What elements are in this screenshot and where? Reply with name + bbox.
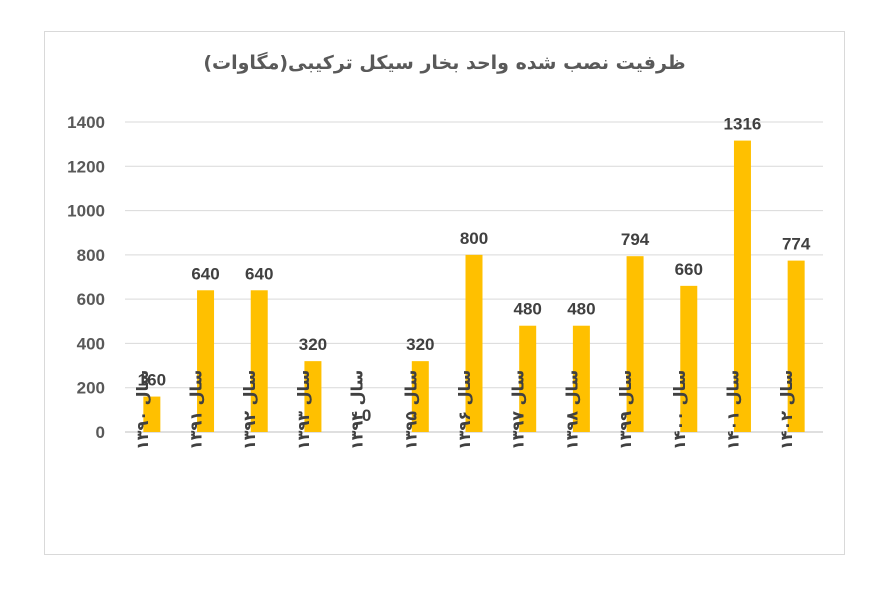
bar <box>572 325 590 432</box>
bar <box>304 361 322 432</box>
data-label: 640 <box>245 264 273 283</box>
x-tick-label: سال ۱۳۹۵ <box>401 370 420 450</box>
bar <box>519 325 537 432</box>
x-tick-label: سال ۱۴۰۱ <box>723 370 742 450</box>
bar <box>787 260 805 432</box>
data-label: 160 <box>138 371 166 390</box>
x-tick-label: سال ۱۳۹۳ <box>294 370 313 450</box>
data-label: 480 <box>567 300 595 319</box>
x-tick-label: سال ۱۳۹۰ <box>133 370 152 450</box>
data-label: 794 <box>621 230 650 249</box>
data-label: 480 <box>514 300 542 319</box>
x-tick-label: سال ۱۴۰۲ <box>777 370 796 450</box>
data-label: 1316 <box>724 115 762 134</box>
data-label: 320 <box>406 335 434 354</box>
data-label: 0 <box>362 406 371 425</box>
bar <box>626 256 644 432</box>
y-tick-label: 400 <box>77 334 105 353</box>
y-tick-label: 800 <box>77 246 105 265</box>
bar <box>250 290 268 432</box>
x-tick-label: سال ۱۳۹۶ <box>455 370 474 450</box>
data-label: 800 <box>460 229 488 248</box>
y-tick-label: 1000 <box>67 202 105 221</box>
x-tick-label: سال ۱۴۰۰ <box>670 370 689 450</box>
y-tick-label: 0 <box>96 423 105 442</box>
x-tick-label: سال ۱۳۹۱ <box>187 370 206 450</box>
data-label: 774 <box>782 235 811 254</box>
data-label: 320 <box>299 335 327 354</box>
bar <box>465 254 483 432</box>
y-tick-label: 200 <box>77 379 105 398</box>
bar <box>143 396 161 432</box>
x-tick-label: سال ۱۳۹۴ <box>348 370 367 450</box>
data-label: 660 <box>675 260 703 279</box>
x-tick-label: سال ۱۳۹۷ <box>509 370 528 450</box>
bar <box>411 361 429 432</box>
y-tick-label: 1400 <box>67 113 105 132</box>
bar <box>197 290 215 432</box>
y-tick-label: 1200 <box>67 157 105 176</box>
bar <box>733 140 751 432</box>
chart-title: ظرفیت نصب شده واحد بخار سیکل ترکیبی(مگاو… <box>203 52 686 74</box>
x-tick-label: سال ۱۳۹۹ <box>616 370 635 450</box>
x-tick-label: سال ۱۳۹۸ <box>562 370 581 450</box>
data-label: 640 <box>191 264 219 283</box>
chart-frame <box>44 31 845 555</box>
bar <box>680 285 698 432</box>
y-tick-label: 600 <box>77 290 105 309</box>
x-tick-label: سال ۱۳۹۲ <box>240 370 259 450</box>
